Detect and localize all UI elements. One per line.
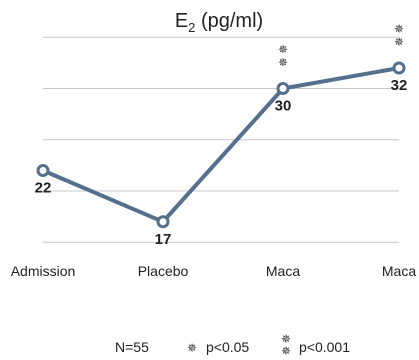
x-tick-label-3: Maca — [382, 263, 416, 279]
legend-double-star-icon-bottom: ✵ — [281, 344, 291, 358]
data-point-2 — [278, 84, 288, 94]
x-tick-labels: Admission Placebo Maca Maca — [11, 263, 417, 279]
data-point-3 — [394, 63, 404, 73]
data-label-3: 32 — [391, 77, 408, 94]
legend-n-label: N=55 — [115, 339, 149, 355]
legend-single-star-icon: ✵ — [187, 341, 197, 355]
significance-star-3-1: ✵ — [394, 35, 404, 49]
gridlines — [43, 37, 399, 242]
significance-star-2-1: ✵ — [278, 56, 288, 70]
x-tick-label-2: Maca — [266, 263, 300, 279]
data-label-1: 17 — [155, 231, 172, 248]
significance-star-2-0: ✵ — [278, 43, 288, 57]
data-point-0 — [38, 166, 48, 176]
chart-title: E2 (pg/ml) — [175, 10, 263, 35]
significance-markers: ✵✵✵✵ — [278, 22, 404, 70]
data-label-0: 22 — [35, 180, 52, 197]
series-line-group — [38, 63, 404, 227]
legend-single-star-label: p<0.05 — [206, 339, 249, 355]
data-labels: 22 17 30 32 — [35, 77, 408, 248]
x-tick-label-1: Placebo — [138, 263, 189, 279]
x-tick-label-0: Admission — [11, 263, 76, 279]
data-label-2: 30 — [275, 98, 292, 115]
series-line — [43, 68, 399, 222]
legend-double-star-label: p<0.001 — [299, 339, 350, 355]
data-point-1 — [158, 217, 168, 227]
significance-star-3-0: ✵ — [394, 22, 404, 36]
legend: N=55 ✵ p<0.05 ✵ ✵ p<0.001 — [115, 332, 350, 358]
